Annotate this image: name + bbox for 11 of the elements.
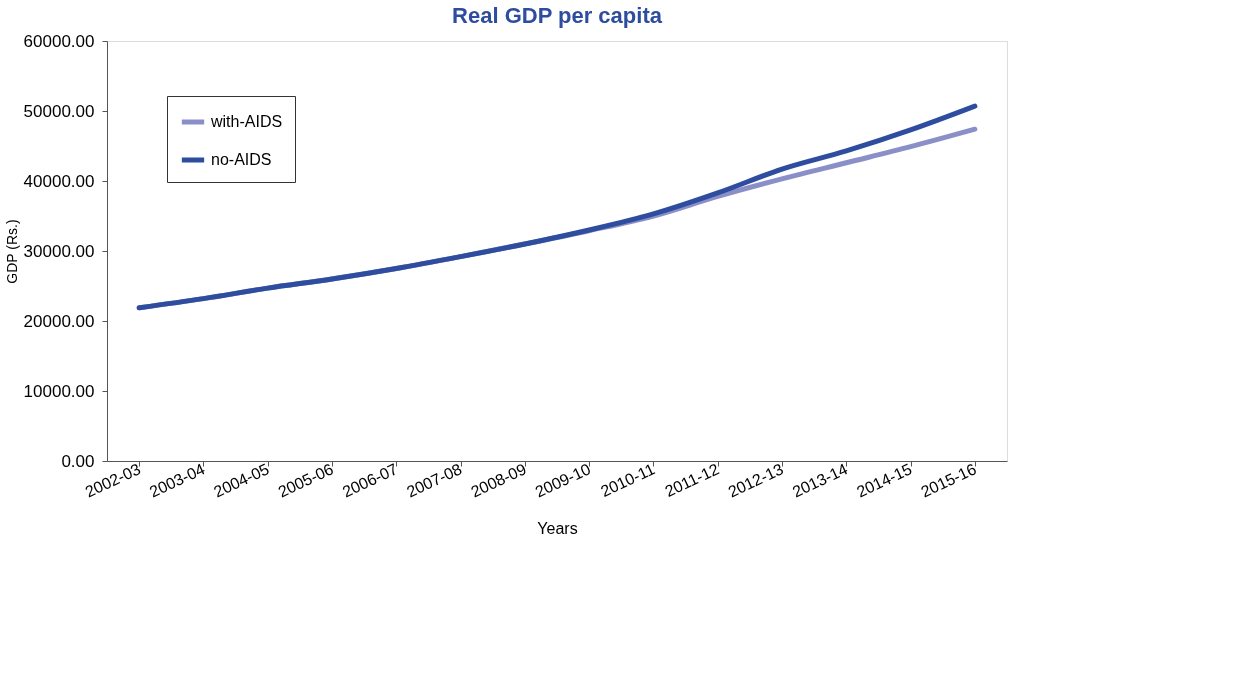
y-tick-label: 20000.00 [23,311,95,331]
y-tick-label: 50000.00 [23,101,95,121]
y-tick-label: 10000.00 [23,381,95,401]
y-axis-title: GDP (Rs.) [3,219,20,284]
y-tick-label: 40000.00 [23,171,95,191]
legend-label: with-AIDS [210,113,283,130]
legend-label: no-AIDS [211,151,272,168]
y-tick-label: 60000.00 [23,31,95,51]
chart-title: Real GDP per capita [452,3,663,28]
y-tick-label: 30000.00 [23,241,95,261]
x-axis-title: Years [537,519,578,537]
